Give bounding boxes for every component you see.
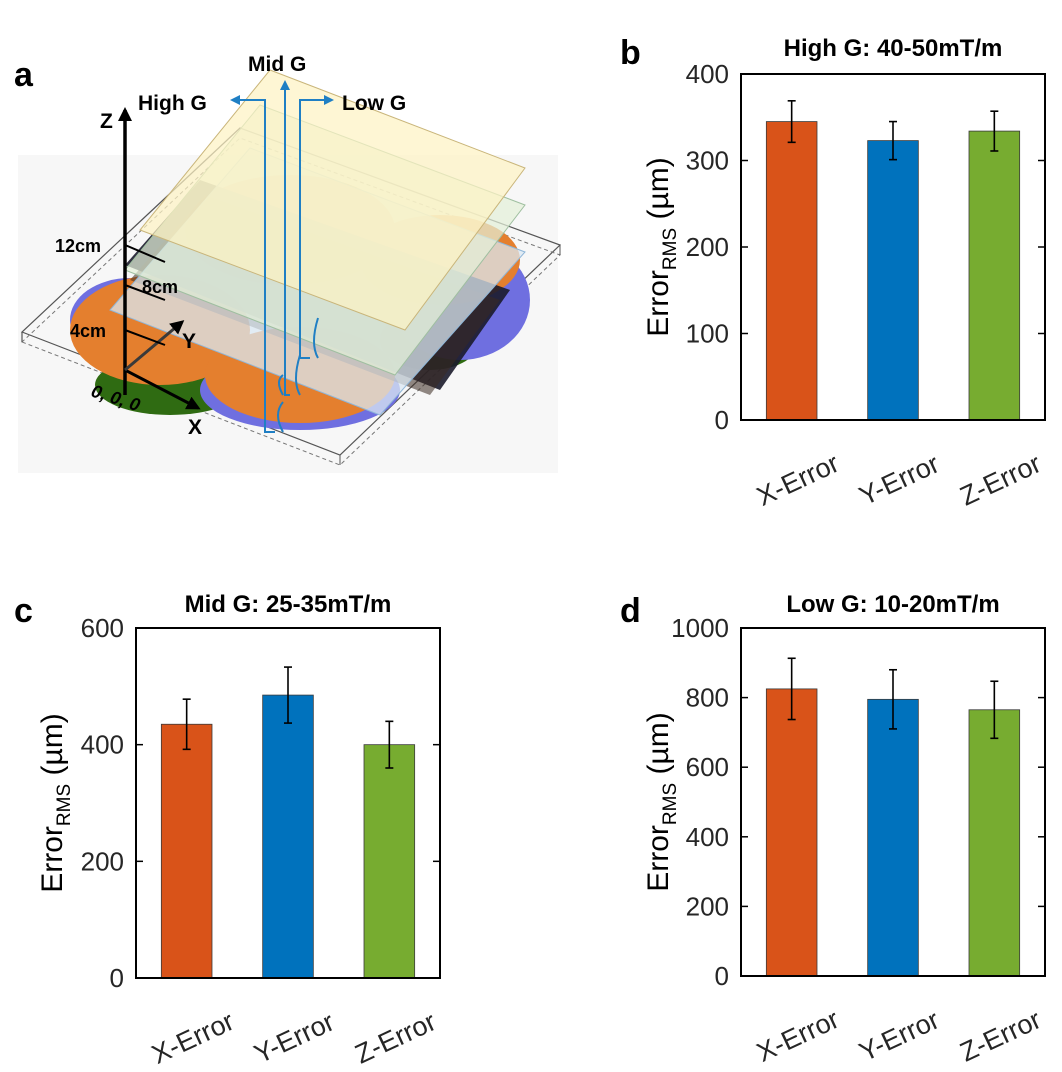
bar: [363, 744, 416, 979]
y-tick-label: 300: [686, 146, 729, 176]
y-tick-label: 200: [686, 891, 729, 921]
y-tick-label: 0: [715, 405, 729, 435]
gradient-planes: [109, 69, 526, 416]
y-tick-label: 100: [686, 319, 729, 349]
category-label: Y-Error: [250, 1006, 339, 1069]
chart-title: Low G: 10-20mT/m: [786, 591, 999, 618]
panel-a-diagram: a: [14, 53, 562, 473]
category-label: Z-Error: [350, 1006, 440, 1069]
bar: [968, 709, 1021, 977]
y-tick-label: 200: [686, 232, 729, 262]
high-g-bracket: [277, 374, 284, 433]
low-g-label: Low G: [342, 92, 406, 115]
panel-c-chart: Mid G: 25-35mT/m X-Error Y-Error Z-Error 0 20…: [36, 591, 441, 1070]
mid-g-label: Mid G: [248, 53, 306, 76]
coordinate-axes: [118, 107, 201, 410]
y-axis-label: ErrorRMS (µm): [36, 713, 75, 893]
category-label: Z-Error: [955, 448, 1045, 511]
gradient-arrows: [230, 80, 334, 433]
bar: [765, 688, 818, 977]
y-tick-label: 400: [686, 822, 729, 852]
high-g-label: High G: [138, 92, 207, 115]
mid-g-arrow: [280, 80, 290, 396]
chart-title: Mid G: 25-35mT/m: [185, 591, 392, 618]
category-label: X-Error: [752, 1004, 844, 1068]
panel-letter-b: b: [620, 34, 641, 72]
dimension-4cm: 4cm: [70, 321, 106, 341]
low-g-bracket: [313, 317, 319, 359]
tick-4cm: [124, 329, 166, 346]
y-axis-label: Y: [182, 330, 196, 353]
y-tick-label: 800: [686, 683, 729, 713]
y-tick-label: 600: [81, 613, 124, 643]
bar: [867, 698, 919, 977]
bar: [765, 121, 818, 421]
plane-top: [139, 69, 526, 331]
y-tick-label: 400: [686, 59, 729, 89]
z-axis-label: Z: [100, 110, 113, 133]
x-axis-label: X: [188, 416, 202, 439]
y-tick-label: 0: [715, 961, 729, 991]
y-tick-label: 400: [81, 730, 124, 760]
bar: [160, 723, 213, 979]
panel-letter-a: a: [14, 56, 34, 94]
x-axis-arrow: [124, 368, 201, 410]
bar: [262, 694, 314, 979]
panel-letter-c: c: [14, 592, 33, 630]
tick-12cm: [124, 244, 166, 263]
category-label: Y-Error: [855, 448, 944, 511]
category-label: Z-Error: [955, 1004, 1045, 1067]
bar: [968, 130, 1021, 421]
high-g-arrow: [230, 95, 275, 433]
dimension-12cm: 12cm: [55, 236, 101, 256]
axes-box: [135, 627, 441, 979]
category-label: X-Error: [147, 1006, 239, 1070]
dimension-8cm: 8cm: [142, 277, 178, 297]
panel-d-chart: Low G: 10-20mT/m X-Error Y-Error Z-Error 0 20…: [642, 591, 1046, 1068]
mid-g-bracket: [295, 354, 301, 396]
low-g-arrow: [299, 95, 334, 359]
panel-letter-d: d: [620, 592, 641, 630]
category-label: X-Error: [752, 448, 844, 512]
chart-title: High G: 40-50mT/m: [784, 35, 1003, 62]
y-tick-label: 0: [110, 963, 124, 993]
y-axis-arrow: [124, 320, 185, 372]
y-tick-label: 200: [81, 846, 124, 876]
axes-box: [740, 627, 1046, 977]
y-axis-label: ErrorRMS (µm): [642, 157, 681, 337]
y-tick-label: 1000: [671, 613, 729, 643]
panel-b-chart: High G: 40-50mT/m X-Error Y-Error Z-Error 0 1…: [642, 35, 1046, 512]
y-tick-label: 600: [686, 752, 729, 782]
bar: [867, 140, 919, 421]
tick-8cm: [124, 284, 166, 301]
y-axis-label: ErrorRMS (µm): [642, 712, 681, 892]
category-label: Y-Error: [855, 1004, 944, 1067]
